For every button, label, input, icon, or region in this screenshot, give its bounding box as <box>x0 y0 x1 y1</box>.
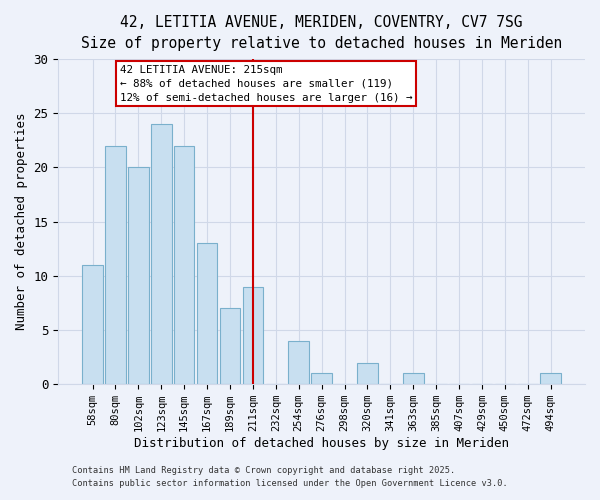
Bar <box>174 146 194 384</box>
Bar <box>541 374 561 384</box>
Bar <box>403 374 424 384</box>
Bar <box>128 168 149 384</box>
Bar <box>82 265 103 384</box>
Bar <box>242 286 263 384</box>
Bar <box>311 374 332 384</box>
Y-axis label: Number of detached properties: Number of detached properties <box>15 113 28 330</box>
Bar <box>357 362 378 384</box>
Title: 42, LETITIA AVENUE, MERIDEN, COVENTRY, CV7 7SG
Size of property relative to deta: 42, LETITIA AVENUE, MERIDEN, COVENTRY, C… <box>81 15 562 51</box>
Bar <box>289 341 309 384</box>
X-axis label: Distribution of detached houses by size in Meriden: Distribution of detached houses by size … <box>134 437 509 450</box>
Text: 42 LETITIA AVENUE: 215sqm
← 88% of detached houses are smaller (119)
12% of semi: 42 LETITIA AVENUE: 215sqm ← 88% of detac… <box>120 64 413 102</box>
Bar <box>105 146 126 384</box>
Text: Contains HM Land Registry data © Crown copyright and database right 2025.
Contai: Contains HM Land Registry data © Crown c… <box>72 466 508 487</box>
Bar <box>197 244 217 384</box>
Bar <box>220 308 241 384</box>
Bar <box>151 124 172 384</box>
